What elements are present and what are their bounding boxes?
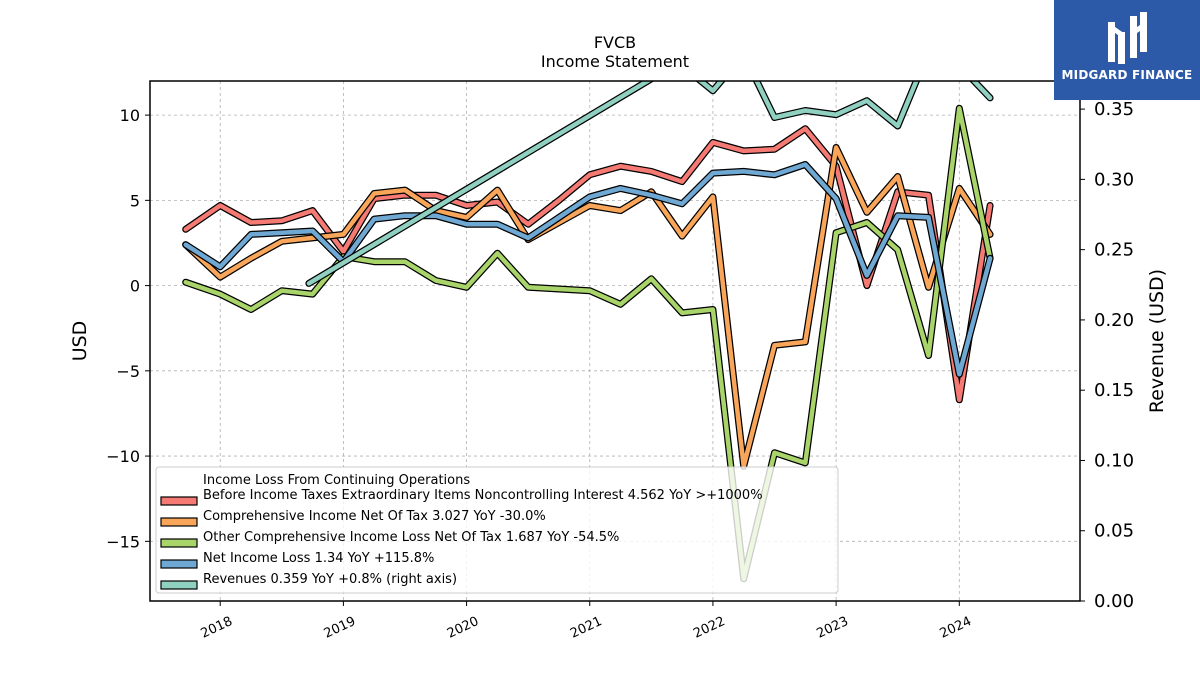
- legend-label-1: Before Income Taxes Extraordinary Items …: [203, 488, 763, 503]
- series-3: [182, 104, 994, 583]
- y-tick-label-right: 0.25: [1094, 240, 1134, 261]
- x-tick-label: 2019: [322, 614, 358, 642]
- series-5: [305, 81, 994, 287]
- logo-mark-icon: [1108, 12, 1147, 64]
- chart-subtitle: Income Statement: [541, 52, 689, 71]
- y-tick-label-right: 0.35: [1094, 99, 1134, 120]
- x-tick-label: 2021: [568, 614, 604, 642]
- y-tick-label-left: 5: [130, 191, 140, 210]
- legend-swatch-3: [160, 538, 198, 548]
- legend-swatch-5: [160, 580, 198, 590]
- y-tick-label-right: 0.10: [1094, 450, 1134, 471]
- series-line: [183, 106, 993, 582]
- logo-text: MIDGARD FINANCE: [1061, 68, 1193, 82]
- legend-box: [155, 466, 839, 594]
- chart-title: FVCB: [594, 33, 636, 52]
- x-tick-label: 2020: [445, 614, 481, 642]
- legend: Income Loss From Continuing OperationsBe…: [155, 466, 839, 594]
- legend-label-1: Income Loss From Continuing Operations: [203, 473, 470, 488]
- series-lines: [182, 81, 994, 583]
- x-tick-label: 2022: [691, 614, 727, 642]
- y-tick-label-right: 0.00: [1094, 591, 1134, 612]
- x-tick-label: 2024: [938, 614, 974, 642]
- y-tick-label-left: −10: [106, 447, 140, 466]
- legend-swatch-1: [160, 496, 198, 506]
- x-tick-label: 2023: [814, 614, 850, 642]
- legend-label-3: Other Comprehensive Income Loss Net Of T…: [203, 530, 619, 545]
- legend-label-5: Revenues 0.359 YoY +0.8% (right axis): [203, 572, 457, 587]
- midgard-finance-logo: MIDGARD FINANCE: [1054, 0, 1200, 100]
- series-line: [306, 81, 993, 286]
- legend-label-2: Comprehensive Income Net Of Tax 3.027 Yo…: [203, 509, 546, 524]
- y-tick-label-left: 10: [120, 106, 140, 125]
- x-tick-label: 2018: [199, 614, 235, 642]
- y-tick-label-left: 0: [130, 277, 140, 296]
- y-tick-label-right: 0.15: [1094, 380, 1134, 401]
- y-axis-label-right: Revenue (USD): [1146, 269, 1168, 413]
- y-axis-label-left: USD: [69, 321, 91, 362]
- legend-swatch-2: [160, 517, 198, 527]
- y-tick-label-right: 0.30: [1094, 169, 1134, 190]
- plot-frame: [149, 80, 1081, 602]
- legend-swatch-4: [160, 559, 198, 569]
- y-tick-label-right: 0.20: [1094, 310, 1134, 331]
- series-line: [183, 162, 993, 377]
- y-tick-label-left: −5: [116, 362, 140, 381]
- series-line-outline: [305, 81, 994, 287]
- legend-label-4: Net Income Loss 1.34 YoY +115.8%: [203, 551, 434, 566]
- y-tick-label-left: −15: [106, 532, 140, 551]
- y-tick-label-right: 0.05: [1094, 521, 1134, 542]
- series-4: [182, 161, 994, 378]
